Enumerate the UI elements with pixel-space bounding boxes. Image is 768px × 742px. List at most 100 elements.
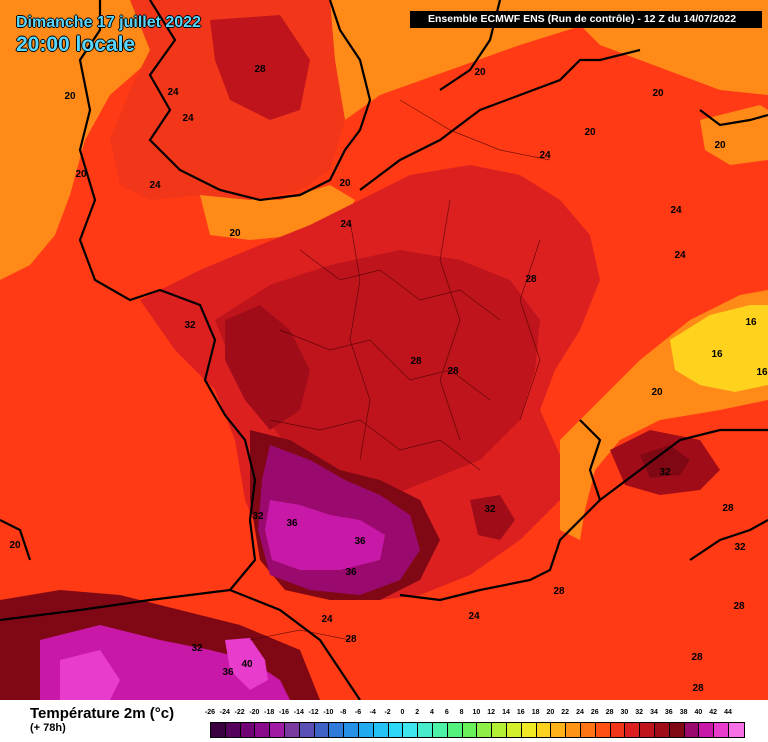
contour-label: 16	[711, 349, 723, 360]
run-info-banner: Ensemble ECMWF ENS (Run de contrôle) - 1…	[410, 11, 762, 28]
contour-label: 28	[254, 64, 266, 75]
legend-tick-label: 14	[502, 709, 510, 716]
contour-label: 28	[410, 356, 422, 367]
legend-swatch	[462, 723, 478, 737]
legend-tick-label: -14	[293, 709, 304, 716]
legend-tick-label: 40	[694, 709, 703, 716]
legend-tick-label: 36	[664, 709, 673, 716]
legend-swatch	[625, 723, 641, 737]
contour-label: 32	[659, 467, 671, 478]
contour-label: 20	[64, 91, 76, 102]
contour-label: 24	[340, 219, 352, 230]
contour-label: 24	[670, 205, 682, 216]
legend-tick-label: 42	[709, 709, 718, 716]
forecast-time: 20:00 locale	[16, 33, 136, 56]
legend-swatch	[521, 723, 537, 737]
contour-label: 28	[525, 274, 537, 285]
legend-swatch	[492, 723, 507, 737]
legend-tick-label: -2	[384, 709, 391, 716]
legend-swatch	[477, 723, 493, 737]
legend-tick-label: 26	[590, 709, 599, 716]
legend-tick-label: -4	[369, 709, 376, 716]
legend-swatch	[684, 723, 700, 737]
contour-label: 24	[468, 611, 480, 622]
pink-zone-spain	[60, 638, 268, 700]
contour-label: 32	[184, 320, 196, 331]
contour-label: 28	[733, 601, 745, 612]
contour-label: 16	[756, 367, 768, 378]
legend-swatch	[610, 723, 626, 737]
legend-swatch	[714, 723, 729, 737]
legend-tick-label: -16	[278, 709, 290, 716]
magenta-zone-sw	[265, 500, 385, 570]
legend-tick-label: -22	[234, 709, 245, 716]
legend-swatch	[447, 723, 463, 737]
contour-label: 20	[474, 67, 486, 78]
legend-subtitle: (+ 78h)	[30, 722, 66, 734]
legend-swatch	[699, 723, 715, 737]
contour-label: 28	[447, 366, 459, 377]
legend-tick-label: 10	[472, 709, 481, 716]
legend-tick-label: 6	[444, 709, 449, 716]
legend-swatch	[344, 723, 359, 737]
contour-label: 24	[149, 180, 161, 191]
contour-label: 32	[734, 542, 746, 553]
contour-label: 40	[241, 659, 253, 670]
legend-swatch	[418, 723, 433, 737]
contour-label: 20	[714, 140, 726, 151]
contour-label: 32	[252, 511, 264, 522]
legend-tick-label: 16	[516, 709, 525, 716]
legend-swatch	[728, 723, 744, 737]
contour-label: 20	[75, 169, 87, 180]
contour-label: 20	[584, 127, 596, 138]
legend-tick-label: 8	[459, 709, 464, 716]
legend-swatch	[211, 723, 226, 737]
legend-tick-label: -10	[323, 709, 334, 716]
legend-swatch	[388, 723, 404, 737]
legend-swatch	[551, 723, 567, 737]
legend-tick-label: 28	[605, 709, 614, 716]
legend-swatch	[506, 723, 522, 737]
admin-borders	[249, 99, 551, 641]
legend-swatch	[270, 723, 285, 737]
maroon-zone-west	[225, 305, 310, 430]
legend-swatch	[299, 723, 315, 737]
contour-label: 28	[553, 586, 565, 597]
legend-swatch	[432, 723, 448, 737]
contour-label: 20	[651, 387, 663, 398]
legend-tick-label: -26	[204, 709, 216, 716]
legend-scale-labels: -26 -24 -22 -20 -18 -16 -14 -12 -10 -8 -6 -4 -2 0 2 4 6 8…	[204, 709, 744, 719]
legend-swatch	[566, 723, 581, 737]
contour-label: 24	[321, 614, 333, 625]
dark-zone-uk	[210, 15, 310, 120]
legend-tick-label: 0	[400, 709, 405, 716]
legend-tick-label: -24	[219, 709, 230, 716]
legend-tick-label: 4	[430, 709, 434, 716]
orange-zone-atlantic	[0, 0, 210, 280]
contour-label: 20	[652, 88, 664, 99]
contour-label: 20	[9, 540, 21, 551]
legend-swatch	[654, 723, 670, 737]
legend-swatch	[225, 723, 241, 737]
legend-swatch	[314, 723, 330, 737]
legend-swatch	[284, 723, 300, 737]
legend-tick-label: -6	[354, 709, 362, 716]
contour-label: 24	[182, 113, 194, 124]
legend-swatch	[536, 723, 552, 737]
contour-label: 28	[692, 683, 704, 694]
contour-label: 24	[674, 250, 686, 261]
legend-tick-label: -8	[340, 709, 347, 716]
contour-label: 28	[345, 634, 357, 645]
legend-tick-label: -12	[308, 709, 319, 716]
orange-zone-north	[330, 0, 620, 120]
legend-swatch	[580, 723, 596, 737]
yellow-zone-alps	[670, 305, 768, 392]
legend-swatch	[240, 723, 256, 737]
legend-swatch	[358, 723, 374, 737]
legend-tick-label: 20	[546, 709, 555, 716]
legend-tick-label: 32	[635, 709, 644, 716]
legend-tick-label: -20	[249, 709, 260, 716]
legend-tick-label: 44	[724, 709, 732, 716]
legend-tick-label: 22	[561, 709, 570, 716]
legend-tick-label: 2	[415, 709, 420, 716]
